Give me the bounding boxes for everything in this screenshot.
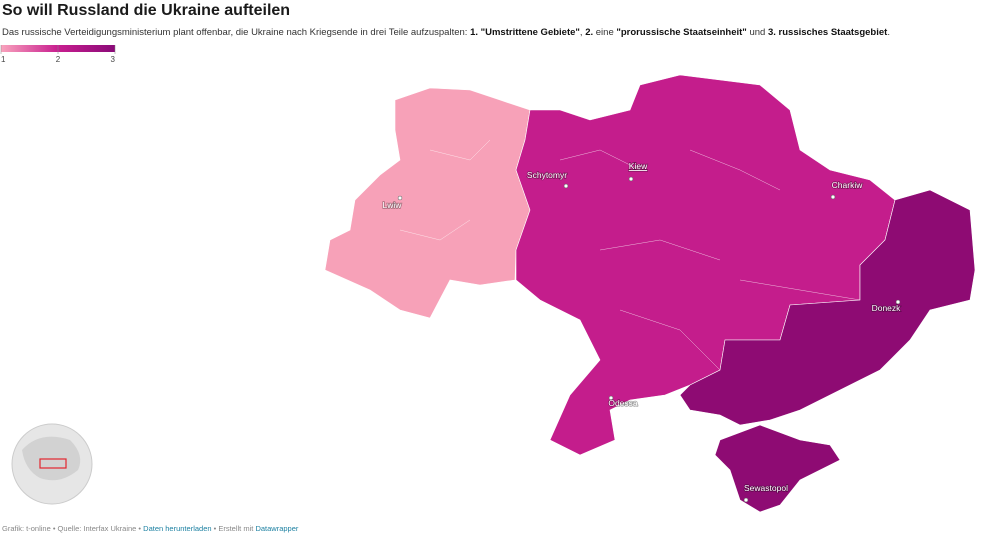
city-label: Odessa bbox=[608, 398, 638, 408]
city-label: Donezk bbox=[872, 303, 902, 313]
region-border bbox=[559, 149, 641, 171]
description-part: . bbox=[887, 27, 890, 38]
globe-inset bbox=[11, 423, 93, 505]
footer: Grafik: t-online • Quelle: Interfax Ukra… bbox=[2, 524, 298, 533]
city-dot bbox=[563, 183, 569, 189]
description-part: 2. bbox=[585, 27, 594, 38]
city-label: Sewastopol bbox=[744, 483, 788, 493]
title: So will Russland die Ukraine aufteilen bbox=[2, 2, 291, 19]
region bbox=[714, 424, 841, 513]
region bbox=[324, 87, 531, 319]
region-border bbox=[399, 219, 471, 241]
footer-text: Grafik: t-online • Quelle: Interfax Ukra… bbox=[2, 524, 144, 533]
city-dot bbox=[397, 195, 403, 201]
city-label: Lwiw bbox=[383, 200, 403, 210]
city-dot bbox=[830, 194, 836, 200]
city-dot bbox=[895, 299, 901, 305]
description-part: Das russische Verteidigungsministerium p… bbox=[2, 27, 471, 38]
legend-tick-label: 1 bbox=[1, 55, 6, 64]
region bbox=[679, 189, 976, 426]
footer-link[interactable]: Datawrapper bbox=[255, 524, 299, 533]
description-part: und bbox=[746, 27, 768, 38]
description-part: 1. "Umstrittene Gebiete" bbox=[470, 27, 580, 38]
city-label: Charkiw bbox=[832, 180, 864, 190]
city-label: Kiew bbox=[629, 161, 648, 171]
region-border bbox=[429, 139, 491, 161]
region-border bbox=[689, 149, 781, 191]
description-part: eine bbox=[593, 27, 617, 38]
legend-tick-label: 3 bbox=[111, 55, 116, 64]
city-dot bbox=[608, 395, 614, 401]
legend-tick-label: 2 bbox=[56, 55, 61, 64]
footer-text: • Erstellt mit bbox=[211, 524, 256, 533]
region-border bbox=[619, 309, 721, 371]
description-part: 3. russisches Staatsgebiet bbox=[767, 27, 888, 38]
city-dot bbox=[628, 176, 634, 182]
region-border bbox=[599, 239, 721, 261]
description: Das russische Verteidigungsministerium p… bbox=[2, 27, 890, 38]
region-border bbox=[739, 279, 861, 301]
city-label: Schytomyr bbox=[527, 170, 567, 180]
description-part: "prorussische Staatseinheit" bbox=[616, 27, 747, 38]
footer-link[interactable]: Daten herunterladen bbox=[143, 524, 212, 533]
description-part: , bbox=[579, 27, 586, 38]
city-dot bbox=[743, 497, 749, 503]
